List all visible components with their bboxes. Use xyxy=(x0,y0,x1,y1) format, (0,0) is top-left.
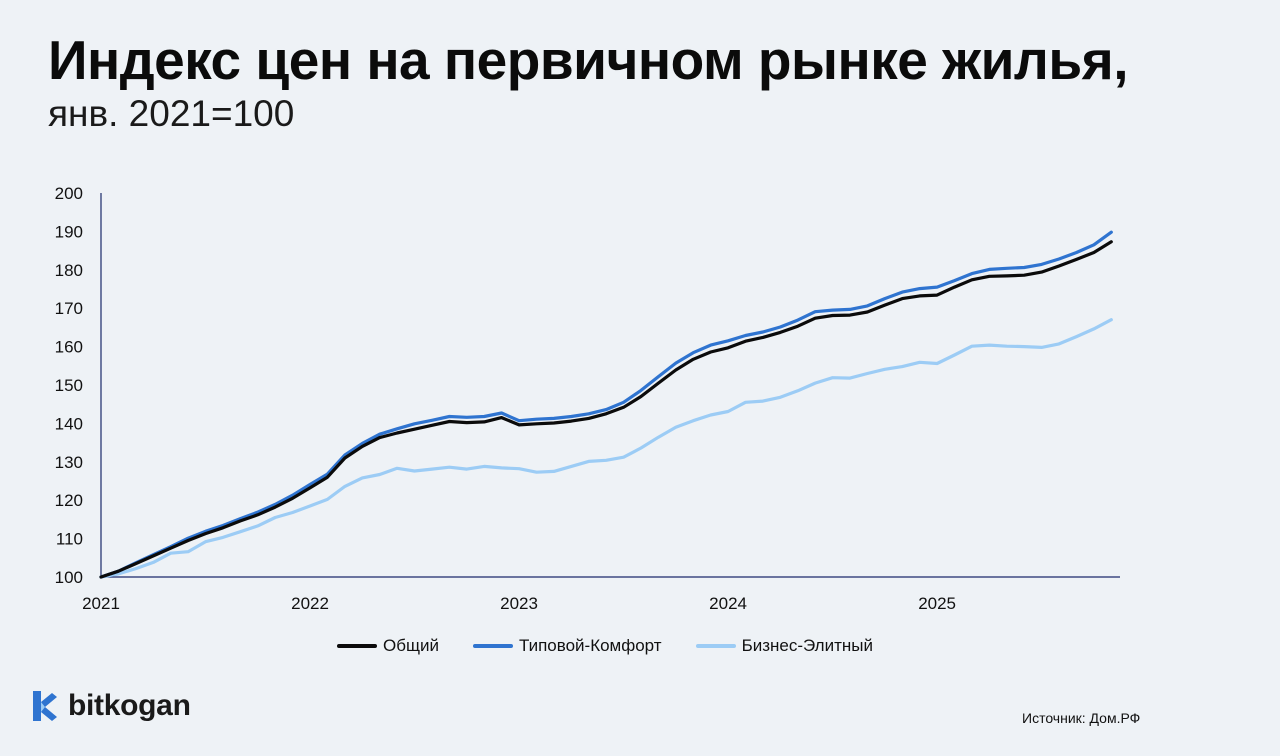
y-tick-label-150: 150 xyxy=(55,376,83,395)
y-tick-label-100: 100 xyxy=(55,568,83,587)
x-tick-label-2022: 2022 xyxy=(291,594,329,613)
y-tick-label-200: 200 xyxy=(55,184,83,203)
brand-name: bitkogan xyxy=(68,689,191,722)
page-title: Индекс цен на первичном рынке жилья, xyxy=(48,29,1129,91)
y-tick-label-180: 180 xyxy=(55,261,83,280)
y-tick-label-140: 140 xyxy=(55,414,83,433)
x-tick-label-2023: 2023 xyxy=(500,594,538,613)
y-tick-label-130: 130 xyxy=(55,453,83,472)
legend-label-overall: Общий xyxy=(383,636,439,655)
legend-swatch-overall xyxy=(337,644,377,648)
y-tick-label-160: 160 xyxy=(55,338,83,357)
bitkogan-logo-icon xyxy=(33,691,57,721)
y-tick-label-170: 170 xyxy=(55,299,83,318)
x-tick-label-2025: 2025 xyxy=(918,594,956,613)
brand-logo: bitkogan xyxy=(30,688,191,724)
x-tick-label-2021: 2021 xyxy=(82,594,120,613)
legend-swatch-business xyxy=(695,644,736,648)
legend-swatch-comfort xyxy=(472,644,513,648)
legend-item-overall[interactable]: Общий xyxy=(337,636,439,656)
legend-label-comfort: Типовой-Комфорт xyxy=(518,636,662,655)
y-tick-label-190: 190 xyxy=(55,222,83,241)
chart-legend: Общий Типовой-Комфорт Бизнес-Элитный xyxy=(0,636,1210,656)
y-tick-label-110: 110 xyxy=(56,530,83,549)
series-line-comfort xyxy=(99,230,1113,579)
x-tick-label-2024: 2024 xyxy=(709,594,747,613)
y-tick-label-120: 120 xyxy=(55,491,83,510)
series-line-overall xyxy=(99,240,1113,579)
source-note: Источник: Дом.РФ xyxy=(1022,710,1141,726)
page-subtitle: янв. 2021=100 xyxy=(48,93,295,134)
legend-label-business: Бизнес-Элитный xyxy=(741,636,873,655)
series-line-business xyxy=(99,318,1113,579)
legend-item-business[interactable]: Бизнес-Элитный xyxy=(695,636,873,656)
legend-item-comfort[interactable]: Типовой-Комфорт xyxy=(472,636,662,656)
